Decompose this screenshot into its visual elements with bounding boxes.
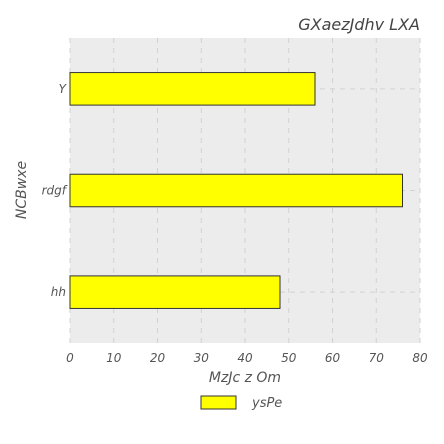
y-axis-label: NCBwxe — [14, 161, 30, 219]
chart-title: GXaezJdhv LXA — [298, 15, 420, 34]
bar — [69, 173, 403, 208]
x-tick-label: 80 — [412, 351, 428, 365]
x-tick-label: 0 — [66, 351, 74, 365]
x-tick-label: 60 — [325, 351, 341, 365]
x-tick-label: 30 — [194, 351, 210, 365]
bar — [69, 275, 281, 309]
y-tick-label: hh — [51, 285, 66, 299]
x-tick-label: 20 — [150, 351, 166, 365]
x-tick-label: 50 — [281, 351, 297, 365]
legend-label: ysPe — [251, 396, 282, 411]
x-tick-label: 10 — [106, 351, 122, 365]
x-tick-labels: 0 10 20 30 40 50 60 70 80 — [66, 351, 428, 365]
x-axis-label: MzJc z Om — [209, 370, 281, 386]
bar — [69, 72, 316, 106]
bars-group — [69, 72, 403, 309]
y-tick-label: Y — [59, 82, 68, 96]
y-tick-label: rdgf — [42, 184, 68, 198]
x-tick-label: 40 — [237, 351, 253, 365]
legend-swatch — [200, 395, 237, 410]
x-tick-label: 70 — [369, 351, 385, 365]
legend: ysPe — [200, 395, 282, 411]
